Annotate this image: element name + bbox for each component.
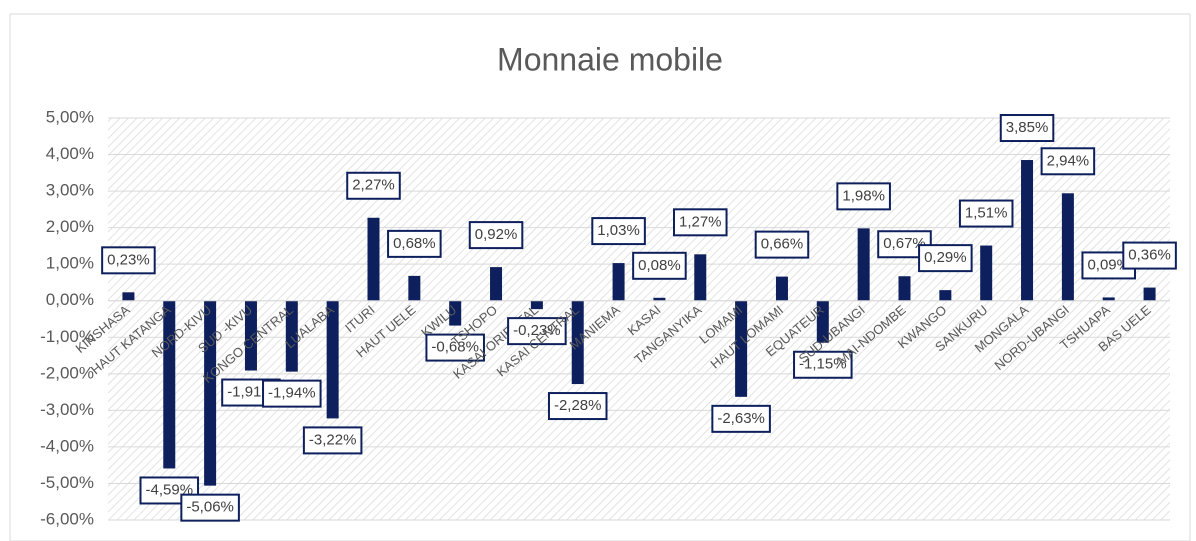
data-label: -0,23% <box>513 322 561 339</box>
data-label: 1,27% <box>679 213 722 230</box>
data-label: 3,85% <box>1006 119 1049 136</box>
data-label-box <box>711 404 771 433</box>
data-label: 0,09% <box>1087 256 1130 273</box>
data-label-box <box>793 350 853 379</box>
y-tick-label: 1,00% <box>46 254 94 273</box>
data-label-box <box>958 199 1014 228</box>
y-tick-label: 2,00% <box>46 217 94 236</box>
bar <box>857 228 870 301</box>
data-label-box <box>918 244 973 273</box>
data-label: -2,63% <box>717 410 765 427</box>
data-label: 2,94% <box>1047 152 1090 169</box>
y-tick-label: -3,00% <box>40 400 94 419</box>
bar <box>449 300 462 326</box>
data-label-box <box>547 392 608 421</box>
bar <box>285 300 298 372</box>
data-label: -3,22% <box>309 431 357 448</box>
data-label: 1,98% <box>842 187 885 204</box>
bar <box>163 300 176 469</box>
data-label-box <box>672 208 728 237</box>
data-label-box <box>302 426 363 455</box>
data-label-box <box>591 217 646 246</box>
bar <box>816 300 829 343</box>
y-tick-label: 4,00% <box>46 144 94 163</box>
data-label: 0,23% <box>107 251 150 268</box>
bar <box>490 267 503 301</box>
chart-title: Monnaie mobile <box>497 41 723 77</box>
data-label-box <box>999 114 1055 143</box>
y-tick-label: -1,00% <box>40 327 94 346</box>
data-label-box <box>101 246 156 275</box>
data-label-box <box>507 317 567 346</box>
bar <box>612 263 625 301</box>
data-label: 0,08% <box>638 257 681 274</box>
plot-area <box>108 118 1170 520</box>
data-label-box <box>836 182 891 211</box>
data-label: -1,94% <box>268 385 316 402</box>
bar <box>694 254 707 301</box>
data-label-box <box>346 171 401 200</box>
y-tick-label: 3,00% <box>46 181 94 200</box>
data-label: -0,68% <box>431 339 479 356</box>
bar <box>530 300 543 310</box>
data-label: 0,36% <box>1128 247 1171 264</box>
data-label-box <box>1040 147 1096 176</box>
data-label-box <box>1122 241 1177 270</box>
data-label: 0,67% <box>883 235 926 252</box>
y-tick-label: -5,00% <box>40 473 94 492</box>
bar <box>775 276 788 301</box>
bar <box>244 300 257 371</box>
y-tick-label: 0,00% <box>46 290 94 309</box>
bar <box>898 276 911 301</box>
data-label-box <box>387 229 442 258</box>
data-label-box <box>754 230 810 259</box>
data-label-box <box>468 221 524 250</box>
data-label: 0,92% <box>475 226 518 243</box>
y-tick-label: -4,00% <box>40 436 94 455</box>
bar <box>653 297 666 301</box>
y-tick-label: 5,00% <box>46 107 94 126</box>
bar <box>980 245 993 301</box>
data-label: -5,06% <box>186 499 234 516</box>
bar <box>939 290 952 301</box>
bar <box>1143 287 1156 301</box>
data-label: 1,03% <box>597 222 640 239</box>
bar <box>408 275 421 301</box>
bar <box>204 300 217 486</box>
bar <box>1102 297 1115 301</box>
data-label: 1,51% <box>965 205 1008 222</box>
data-label: 2,27% <box>352 177 395 194</box>
data-label-box <box>262 379 322 408</box>
data-label-box <box>180 493 240 522</box>
bar <box>571 300 584 385</box>
data-label: -2,28% <box>554 397 602 414</box>
bar <box>1021 160 1034 301</box>
data-label: 0,68% <box>393 235 436 252</box>
y-tick-label: -2,00% <box>40 363 94 382</box>
bar <box>735 300 748 397</box>
bar <box>122 292 135 301</box>
data-label: -1,15% <box>799 356 847 373</box>
data-label: 0,29% <box>924 249 967 266</box>
data-label-box <box>632 251 687 280</box>
data-label-box <box>425 333 485 362</box>
y-tick-label: -6,00% <box>40 509 94 528</box>
bar <box>326 300 339 419</box>
bar <box>367 217 380 301</box>
bar <box>1061 193 1074 301</box>
data-label: 0,66% <box>761 236 804 253</box>
